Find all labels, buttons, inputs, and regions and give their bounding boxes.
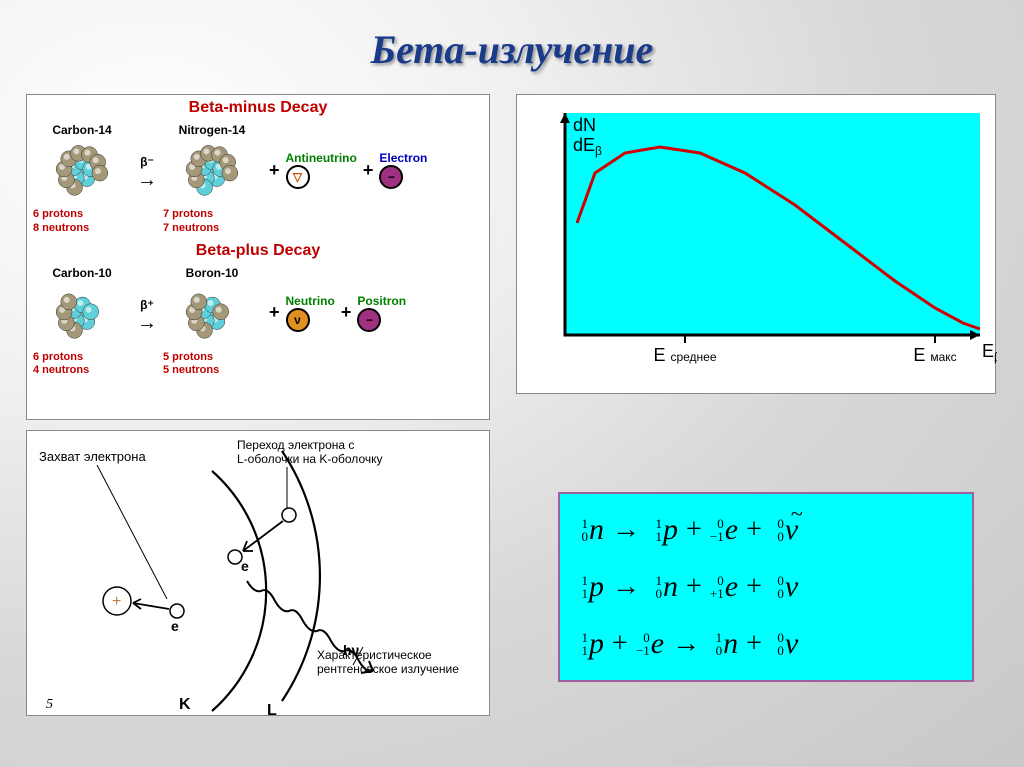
equation-line: 11p→10n+0+1e+00ν [574,570,958,604]
b10-info: 5 protons5 neutrons [157,351,267,379]
plus-icon: + [267,160,282,181]
positron-label: Positron [357,294,406,308]
electron-icon: − [379,165,403,189]
beta-decay-panel: Beta-minus Decay Carbon-14 6 protons8 ne… [26,94,490,420]
decay-equations-panel: 10n→11p+0−1e+00ν 11p→10n+0+1e+00ν 11p+0−1e… [558,492,974,682]
c10-label: Carbon-10 [27,266,137,280]
slide-title-text: Бета-излучение [371,27,654,72]
svg-text:e: e [241,558,249,574]
beta-spectrum-chart: dNdEβE среднееE максEβ [516,94,996,394]
nucleus-c10-icon [42,280,122,344]
svg-text:Eβ: Eβ [982,341,997,364]
neutrino-label: Neutrino [286,294,335,308]
svg-text:+: + [112,593,121,610]
electron-capture-panel: K L + e Захват электрона e Переход электрона с… [26,430,490,716]
equation-line: 10n→11p+0−1e+00ν [574,513,958,547]
c14-info: 6 protons8 neutrons [27,208,137,236]
antineutrino-label: Antineutrino [286,151,357,165]
beta-minus-title: Beta-minus Decay [27,99,489,117]
b10-label: Boron-10 [157,266,267,280]
svg-text:Характеристическое: Характеристическое [317,648,432,662]
slide-number: 5 [46,697,53,713]
svg-text:E среднее: E среднее [653,345,716,365]
neutrino-icon: ν [286,308,310,332]
nucleus-c14-icon [42,137,122,201]
svg-text:L-оболочки на K-оболочку: L-оболочки на K-оболочку [237,452,383,466]
nucleus-b10-icon [172,280,252,344]
svg-text:dN: dN [573,115,596,135]
antineutrino-icon: ▽ [286,165,310,189]
svg-text:рентгеновское излучение: рентгеновское излучение [317,662,459,676]
electron-capture-diagram: K L + e Захват электрона e Переход электрона с… [27,431,491,717]
svg-text:Переход электрона с: Переход электрона с [237,438,354,452]
n14-label: Nitrogen-14 [157,123,267,137]
beta-minus-symbol: β⁻ [137,155,157,169]
svg-text:L: L [267,702,277,717]
plus-icon: + [339,302,354,323]
arrow-icon: → [137,169,157,192]
plus-icon: + [267,302,282,323]
plus-icon: + [361,160,376,181]
spectrum-svg: dNdEβE среднееE максEβ [517,95,997,395]
beta-plus-title: Beta-plus Decay [27,242,489,260]
nucleus-n14-icon [172,137,252,201]
svg-text:Захват электрона: Захват электрона [39,449,146,464]
arrow-icon: → [137,312,157,335]
slide-title: Бета-излучение [0,26,1024,73]
c14-label: Carbon-14 [27,123,137,137]
n14-info: 7 protons7 neutrons [157,208,267,236]
equation-line: 11p+0−1e→10n+00ν [574,627,958,661]
positron-icon: − [357,308,381,332]
svg-text:K: K [179,696,191,713]
electron-label: Electron [379,151,427,165]
svg-text:e: e [171,618,179,634]
beta-plus-symbol: β⁺ [137,298,157,312]
c10-info: 6 protons4 neutrons [27,351,137,379]
svg-text:E макс: E макс [913,345,956,365]
